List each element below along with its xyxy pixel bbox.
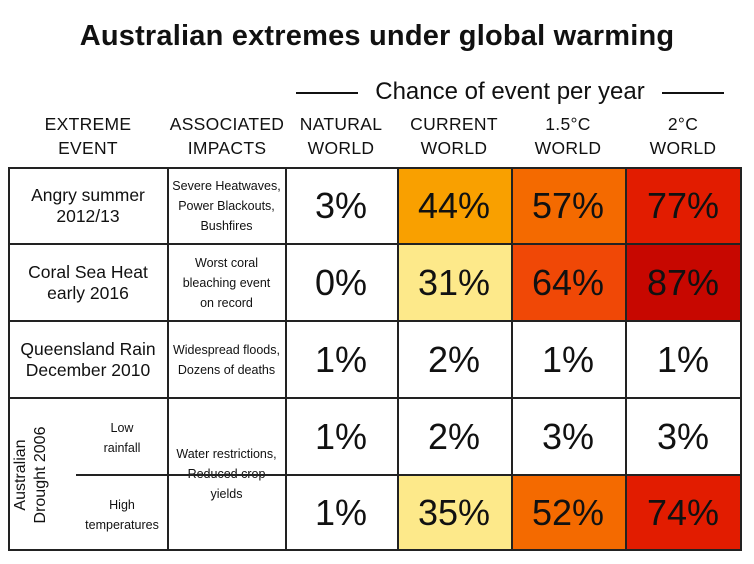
value-cell-australian-drought-2006-low-rainfall-1-5-c-world: 3% xyxy=(511,398,625,475)
grid-line xyxy=(625,167,627,551)
grid-line xyxy=(76,474,741,476)
grid-line xyxy=(511,167,513,551)
value-cell-australian-drought-2006-high-temperatures-current-world: 35% xyxy=(397,475,511,550)
impacts-angry-summer: Severe Heatwaves, Power Blackouts, Bushfir… xyxy=(172,179,281,233)
column-header-natural-world: NATURAL WORLD xyxy=(299,114,383,158)
grid-line xyxy=(740,167,742,551)
value-cell-coral-sea-heat-early-2016-1-5-c-world: 64% xyxy=(511,244,625,321)
sub-event-high-temperatures: High temperatures xyxy=(85,498,159,532)
value-cell-australian-drought-2006-high-temperatures-2-c-world: 74% xyxy=(625,475,741,550)
impacts-australian-drought: Water restrictions, Reduced crop yields xyxy=(176,447,277,501)
sub-event-low-rainfall: Low rainfall xyxy=(103,421,141,455)
impacts-queensland-rain: Widespread floods, Dozens of deaths xyxy=(172,342,280,377)
grid-line xyxy=(8,397,741,399)
column-header-extreme-event: EXTREME EVENT xyxy=(44,114,132,158)
value-cell-angry-summer-2012-13-current-world: 44% xyxy=(397,168,511,244)
chance-header-line-right xyxy=(662,92,724,94)
grid-line xyxy=(8,320,741,322)
value-cell-australian-drought-2006-high-temperatures-1-5-c-world: 52% xyxy=(511,475,625,550)
event-label-angry-summer: Angry summer 2012/13 xyxy=(31,185,145,226)
grid-line xyxy=(285,167,287,551)
chance-header-label: Chance of event per year xyxy=(375,78,645,105)
value-cell-angry-summer-2012-13-1-5-c-world: 57% xyxy=(511,168,625,244)
value-cell-coral-sea-heat-early-2016-natural-world: 0% xyxy=(285,244,397,321)
value-cell-queensland-rain-december-2010-natural-world: 1% xyxy=(285,321,397,398)
page-title: Australian extremes under global warming xyxy=(79,20,675,52)
column-header-current-world: CURRENT WORLD xyxy=(410,114,498,158)
value-cell-australian-drought-2006-high-temperatures-natural-world: 1% xyxy=(285,475,397,550)
impacts-coral-sea-heat: Worst coral bleaching event on record xyxy=(182,255,271,310)
value-cell-coral-sea-heat-early-2016-current-world: 31% xyxy=(397,244,511,321)
grid-line xyxy=(8,243,741,245)
value-cell-queensland-rain-december-2010-1-5-c-world: 1% xyxy=(511,321,625,398)
grid-line xyxy=(8,167,10,551)
value-cell-australian-drought-2006-low-rainfall-2-c-world: 3% xyxy=(625,398,741,475)
chance-header: Chance of event per year xyxy=(296,78,724,108)
column-header-2c-world: 2°C WORLD xyxy=(649,114,717,158)
value-cell-queensland-rain-december-2010-current-world: 2% xyxy=(397,321,511,398)
column-header-1-5c-world: 1.5°C WORLD xyxy=(534,114,602,158)
grid-line xyxy=(397,167,399,551)
value-cell-angry-summer-2012-13-natural-world: 3% xyxy=(285,168,397,244)
chance-header-line-left xyxy=(296,92,358,94)
value-cell-angry-summer-2012-13-2-c-world: 77% xyxy=(625,168,741,244)
column-header-associated-impacts: ASSOCIATED IMPACTS xyxy=(169,114,285,158)
event-label-queensland-rain: Queensland Rain December 2010 xyxy=(20,338,156,380)
value-cell-australian-drought-2006-low-rainfall-current-world: 2% xyxy=(397,398,511,475)
grid-line xyxy=(167,167,169,551)
value-cell-queensland-rain-december-2010-2-c-world: 1% xyxy=(625,321,741,398)
grid-line xyxy=(8,549,741,551)
grid-line xyxy=(8,167,741,169)
event-label-coral-sea-heat: Coral Sea Heat early 2016 xyxy=(28,261,148,303)
value-cell-coral-sea-heat-early-2016-2-c-world: 87% xyxy=(625,244,741,321)
value-cell-australian-drought-2006-low-rainfall-natural-world: 1% xyxy=(285,398,397,475)
